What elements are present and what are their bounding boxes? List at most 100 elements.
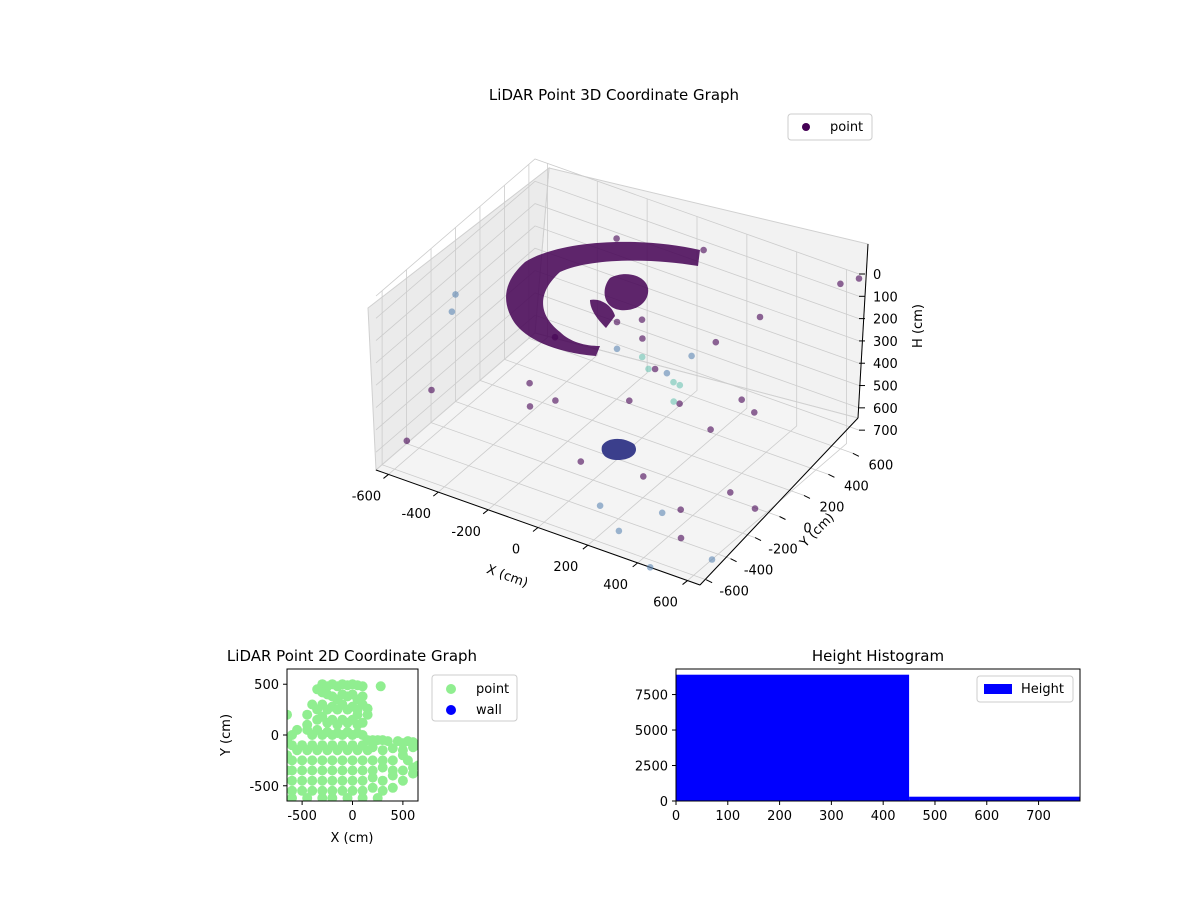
point-2d [377,775,388,786]
point-3d [707,426,714,433]
grid-line-z [375,180,860,319]
points-3d [403,235,863,571]
point-2d [297,775,308,786]
point-3d [677,534,685,542]
point-2d [357,793,368,801]
point-2d [375,681,386,692]
y-axis-label-2d: Y (cm) [219,714,234,757]
histogram-x-tick-label: 500 [923,809,948,824]
point-2d [307,755,318,766]
point-2d [357,785,368,796]
point-2d [367,742,378,753]
object-cluster [604,274,649,311]
x-tick-label: -200 [451,525,481,540]
grid-line-x [687,269,847,581]
histogram-x-tick-label: 200 [767,809,792,824]
point-2d [347,785,358,796]
grid-line-x [637,251,798,564]
point-3d [688,352,695,360]
point-3d [552,397,559,404]
point-3d [639,335,646,342]
y-axis-line [699,417,859,586]
grid-line-x [438,181,598,493]
grid-3d [375,158,860,581]
z-tick-label: 500 [873,380,898,395]
z-tick-label: 300 [873,335,898,350]
point-cloud-clusters [506,241,700,356]
point-2d [287,709,292,720]
z-tick-label: 0 [873,268,881,283]
histogram-bar [676,674,910,801]
point-3d [651,365,659,373]
point-2d [347,775,358,786]
object-cluster-tail [590,299,615,328]
y-tick-mark [828,473,835,478]
point-2d [327,785,338,796]
point-2d [302,709,313,720]
point-2d [387,782,398,793]
histogram-y-tick-label: 0 [660,795,668,810]
histogram-y-tick-label: 7500 [635,689,668,704]
histogram-bar [909,796,1080,801]
point-2d [367,772,378,783]
grid-line-x [537,216,698,528]
legend-2d-point-label: point [476,682,509,697]
y-tick-label-2d: 0 [271,729,279,744]
point-2d [287,755,297,766]
point-2d [307,775,318,786]
chart-2d-title: LiDAR Point 2D Coordinate Graph [227,647,477,665]
point-2d [327,775,338,786]
point-2d [357,775,368,786]
point-3d [452,291,459,298]
point-2d [357,717,368,728]
chart-3d-title: LiDAR Point 3D Coordinate Graph [489,86,739,104]
point-2d [377,745,388,756]
point-2d [387,770,398,781]
point-2d [337,765,348,776]
legend-3d-point-label: point [830,120,863,135]
y-tick-label-2d: -500 [249,780,279,795]
z-tick-label: 200 [873,313,898,328]
point-3d [670,378,677,386]
point-3d [577,458,585,465]
point-2d [317,793,328,801]
point-2d [357,755,368,766]
x-axis-label-2d: X (cm) [331,831,374,846]
point-3d [626,397,633,405]
point-3d [837,280,844,288]
ticks-3d: -600 -400 -200 0 200 400 600 -600 -400 -200 0 200 40… [352,268,898,611]
point-2d [327,793,338,801]
point-2d [357,681,368,692]
point-3d [712,338,720,346]
grid-line-y [430,248,756,538]
point-3d [676,381,684,389]
y-tick-label: 200 [820,500,845,515]
x-axis-label: X (cm) [484,562,530,591]
ground-cluster [601,438,637,460]
legend-3d-box [787,113,873,141]
point-2d [302,719,313,730]
y-tick-label: -600 [719,585,749,600]
point-2d [297,765,308,776]
legend-histogram: Height [976,675,1074,703]
point-2d [397,775,408,786]
point-2d [377,762,388,773]
y-tick-mark [730,558,737,563]
x-tick-label-2d: 0 [348,809,356,824]
histogram-frame [675,668,1081,802]
x-tick-label: -600 [352,489,382,504]
point-3d [751,505,759,512]
y-tick-mark [754,537,762,542]
point-3d [700,246,707,254]
point-2d [327,755,338,766]
grid-line-z [375,158,860,297]
point-2d [347,765,358,776]
z-tick-label: 100 [873,290,898,305]
chart-3d: LiDAR Point 3D Coordinate Graph -600 -400… [352,86,926,611]
z-tick-label: 700 [873,424,898,439]
point-3d [448,308,456,316]
point-3d [645,365,652,373]
z-axis-label: H (cm) [911,304,926,348]
